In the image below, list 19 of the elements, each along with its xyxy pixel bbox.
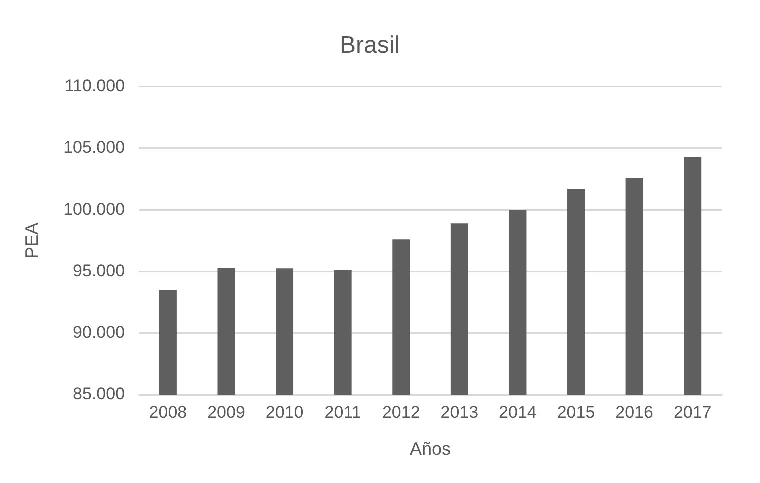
- y-tick-label: 105.000: [64, 138, 126, 158]
- y-tick-label: 85.000: [73, 384, 126, 404]
- y-tick-label: 95.000: [73, 261, 126, 280]
- x-tick-label: 2017: [674, 402, 712, 422]
- x-tick-label: 2011: [324, 402, 362, 422]
- x-axis-title: Años: [410, 439, 452, 460]
- y-tick-label: 100.000: [64, 200, 126, 219]
- y-tick-label: 90.000: [73, 323, 126, 342]
- x-tick-label: 2015: [557, 402, 596, 422]
- y-axis-title: PEA: [22, 222, 42, 259]
- x-tick-label: 2016: [616, 402, 654, 422]
- x-tick-label: 2008: [149, 402, 188, 422]
- x-tick-label: 2013: [440, 402, 479, 422]
- x-tick-label: 2010: [266, 402, 304, 422]
- x-tick-label: 2009: [208, 402, 246, 422]
- x-tick-label: 2014: [499, 402, 537, 422]
- y-tick-label: 110.000: [64, 76, 126, 96]
- chart-title: Brasil: [340, 32, 400, 60]
- x-tick-label: 2012: [382, 402, 420, 422]
